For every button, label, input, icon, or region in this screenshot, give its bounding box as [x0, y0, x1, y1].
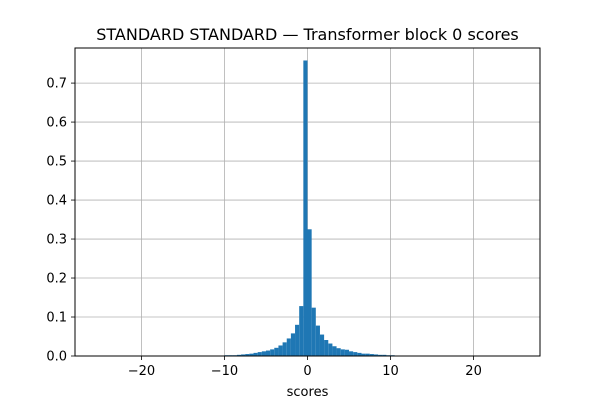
histogram-bar [316, 326, 320, 356]
y-tick-label: 0.6 [46, 116, 67, 131]
histogram-bar [332, 346, 336, 356]
y-tick-label: 0.2 [46, 272, 67, 287]
histogram-bar [287, 338, 291, 356]
histogram-bar [337, 348, 341, 356]
x-tick-label: −10 [211, 364, 238, 379]
histogram-bar [320, 335, 324, 356]
y-tick-label: 0.5 [46, 155, 67, 170]
histogram-bar [262, 351, 266, 356]
histogram-bar [258, 352, 262, 356]
histogram-bar [308, 229, 312, 356]
histogram-bars [208, 60, 407, 356]
y-tick-label: 0.3 [46, 233, 67, 248]
histogram-bar [283, 342, 287, 356]
histogram-bar [345, 350, 349, 356]
histogram-bar [291, 333, 295, 356]
histogram-bar [324, 340, 328, 356]
x-axis-label: scores [287, 385, 329, 400]
histogram-bar [278, 345, 282, 356]
y-tick-label: 0.4 [46, 194, 67, 209]
histogram-bar [312, 308, 316, 356]
histogram-bar [270, 349, 274, 356]
histogram-bar [295, 325, 299, 356]
y-tick-label: 0.7 [46, 77, 67, 92]
y-tick-label: 0.1 [46, 311, 67, 326]
histogram-bar [299, 306, 303, 356]
histogram-bar [353, 352, 357, 356]
x-tick-label: 20 [465, 364, 482, 379]
histogram-bar [328, 344, 332, 356]
x-tick-label: 10 [382, 364, 399, 379]
chart-title: STANDARD STANDARD — Transformer block 0 … [96, 25, 519, 44]
histogram-bar [349, 351, 353, 356]
histogram-bar [303, 60, 307, 356]
x-tick-label: −20 [128, 364, 155, 379]
histogram-bar [341, 349, 345, 356]
histogram-bar [274, 348, 278, 356]
x-tick-label: 0 [303, 364, 311, 379]
y-tick-label: 0.0 [46, 350, 67, 365]
histogram-bar [266, 351, 270, 356]
